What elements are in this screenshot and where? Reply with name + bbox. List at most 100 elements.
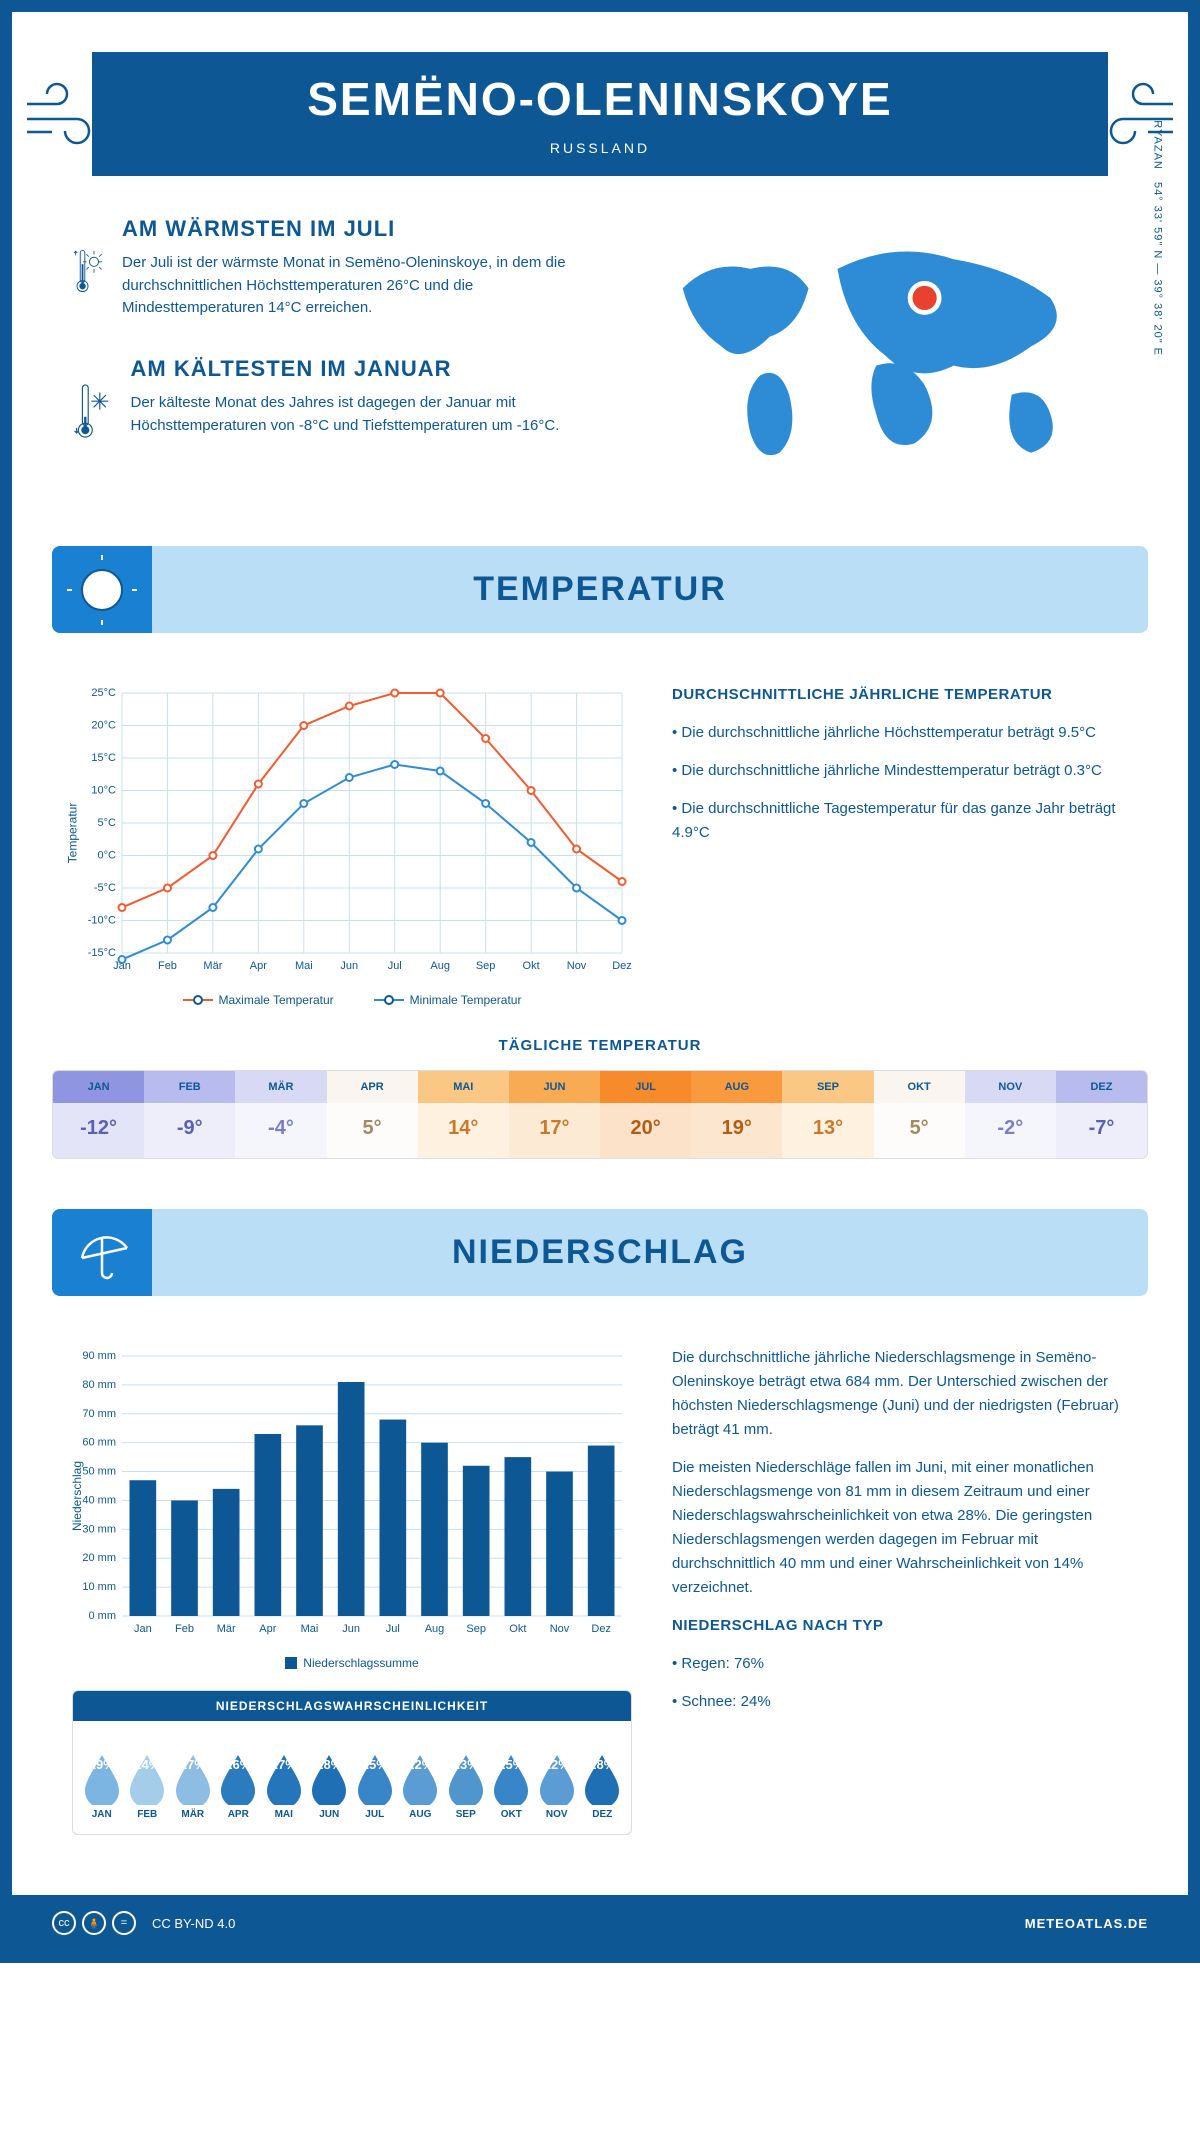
nd-icon: = xyxy=(112,1911,136,1935)
precip-legend: Niederschlagssumme xyxy=(72,1656,632,1670)
coordinates-label: RYAZAN 54° 33' 59" N — 39° 38' 20" E xyxy=(1152,120,1164,356)
thermometer-cold-icon xyxy=(72,356,113,466)
temp-cell: APR5° xyxy=(327,1071,418,1158)
temperature-heading: TEMPERATUR xyxy=(92,570,1108,609)
cc-icon: cc xyxy=(52,1911,76,1935)
svg-text:Mai: Mai xyxy=(295,960,313,972)
precip-type-item: • Regen: 76% xyxy=(672,1652,1128,1676)
precip-axis-label: Niederschlag xyxy=(70,1461,84,1531)
legend-min-label: Minimale Temperatur xyxy=(410,993,522,1007)
svg-text:Mär: Mär xyxy=(203,960,222,972)
intro-text: AM WÄRMSTEN IM JULI Der Juli ist der wär… xyxy=(72,216,604,496)
svg-text:90 mm: 90 mm xyxy=(82,1350,116,1362)
license-block: cc 🧍 = CC BY-ND 4.0 xyxy=(52,1911,235,1935)
svg-text:Nov: Nov xyxy=(567,960,587,972)
temp-cell: FEB-9° xyxy=(144,1071,235,1158)
precip-drop: 27%MAI xyxy=(261,1735,307,1820)
svg-text:Apr: Apr xyxy=(259,1623,276,1635)
precip-drop: 14%FEB xyxy=(125,1735,171,1820)
temperature-line-chart: -15°C-10°C-5°C0°C5°C10°C15°C20°C25°CJanF… xyxy=(72,683,632,983)
svg-text:Dez: Dez xyxy=(591,1623,611,1635)
svg-text:80 mm: 80 mm xyxy=(82,1379,116,1391)
sun-icon xyxy=(52,546,152,633)
warmest-text: Der Juli ist der wärmste Monat in Semëno… xyxy=(122,252,604,320)
svg-text:0°C: 0°C xyxy=(98,850,117,862)
svg-text:Dez: Dez xyxy=(612,960,632,972)
svg-text:70 mm: 70 mm xyxy=(82,1408,116,1420)
svg-text:0 mm: 0 mm xyxy=(89,1610,117,1622)
page-footer: cc 🧍 = CC BY-ND 4.0 METEOATLAS.DE xyxy=(12,1895,1188,1951)
coldest-text: Der kälteste Monat des Jahres ist dagege… xyxy=(131,392,605,437)
temp-bullet: • Die durchschnittliche Tagestemperatur … xyxy=(672,797,1128,845)
precip-content: Niederschlag 0 mm10 mm20 mm30 mm40 mm50 … xyxy=(12,1316,1188,1865)
svg-text:25°C: 25°C xyxy=(91,687,116,699)
svg-text:30 mm: 30 mm xyxy=(82,1523,116,1535)
temp-cell: AUG19° xyxy=(691,1071,782,1158)
temp-bullet: • Die durchschnittliche jährliche Höchst… xyxy=(672,721,1128,745)
temp-cell: JUL20° xyxy=(600,1071,691,1158)
intro-section: AM WÄRMSTEN IM JULI Der Juli ist der wär… xyxy=(12,176,1188,526)
coldest-title: AM KÄLTESTEN IM JANUAR xyxy=(131,356,605,382)
svg-text:Sep: Sep xyxy=(466,1623,486,1635)
precip-heading: NIEDERSCHLAG xyxy=(92,1233,1108,1272)
svg-text:Okt: Okt xyxy=(523,960,540,972)
precip-drop: 22%AUG xyxy=(398,1735,444,1820)
temp-cell: NOV-2° xyxy=(965,1071,1056,1158)
temp-cell: MÄR-4° xyxy=(235,1071,326,1158)
precip-legend-label: Niederschlagssumme xyxy=(303,1656,418,1670)
svg-text:-15°C: -15°C xyxy=(88,947,116,959)
precip-type-item: • Schnee: 24% xyxy=(672,1690,1128,1714)
precip-drop: 23%SEP xyxy=(443,1735,489,1820)
precip-sidebar: Die durchschnittliche jährliche Niedersc… xyxy=(672,1346,1128,1835)
legend-max-label: Maximale Temperatur xyxy=(219,993,334,1007)
precip-drop: 25%JUL xyxy=(352,1735,398,1820)
precip-chart-col: Niederschlag 0 mm10 mm20 mm30 mm40 mm50 … xyxy=(72,1346,632,1835)
precip-drop: 22%NOV xyxy=(534,1735,580,1820)
country-label: RUSSLAND xyxy=(132,140,1068,156)
svg-text:Jun: Jun xyxy=(342,1623,360,1635)
svg-text:Jul: Jul xyxy=(388,960,402,972)
precip-by-type-title: NIEDERSCHLAG NACH TYP xyxy=(672,1614,1128,1638)
precip-drop: 17%MÄR xyxy=(170,1735,216,1820)
temperature-chart-col: Temperatur -15°C-10°C-5°C0°C5°C10°C15°C2… xyxy=(72,683,632,1007)
svg-text:60 mm: 60 mm xyxy=(82,1437,116,1449)
temp-cell: JAN-12° xyxy=(53,1071,144,1158)
page-header: SEMËNO-OLENINSKOYE RUSSLAND xyxy=(92,52,1108,176)
precip-prob-title: NIEDERSCHLAGSWAHRSCHEINLICHKEIT xyxy=(73,1691,631,1721)
wind-icon xyxy=(22,74,122,154)
temp-bullet: • Die durchschnittliche jährliche Mindes… xyxy=(672,759,1128,783)
site-label: METEOATLAS.DE xyxy=(1025,1916,1148,1931)
precip-text-1: Die durchschnittliche jährliche Niedersc… xyxy=(672,1346,1128,1442)
world-map-icon xyxy=(644,226,1128,486)
svg-text:Jul: Jul xyxy=(386,1623,400,1635)
svg-text:50 mm: 50 mm xyxy=(82,1466,116,1478)
svg-text:15°C: 15°C xyxy=(91,752,116,764)
temp-cell: OKT5° xyxy=(874,1071,965,1158)
svg-text:Feb: Feb xyxy=(158,960,177,972)
svg-text:Aug: Aug xyxy=(425,1623,445,1635)
warmest-title: AM WÄRMSTEN IM JULI xyxy=(122,216,604,242)
thermometer-hot-icon xyxy=(72,216,104,326)
svg-text:Mai: Mai xyxy=(301,1623,319,1635)
temperature-section-header: TEMPERATUR xyxy=(52,546,1148,633)
temp-cell: MAI14° xyxy=(418,1071,509,1158)
svg-text:Jan: Jan xyxy=(134,1623,152,1635)
svg-text:Sep: Sep xyxy=(476,960,496,972)
daily-temperature: TÄGLICHE TEMPERATUR JAN-12°FEB-9°MÄR-4°A… xyxy=(12,1037,1188,1189)
temp-axis-label: Temperatur xyxy=(65,803,79,864)
precip-drop: 28%JUN xyxy=(307,1735,353,1820)
svg-text:10 mm: 10 mm xyxy=(82,1581,116,1593)
precip-text-2: Die meisten Niederschläge fallen im Juni… xyxy=(672,1456,1128,1600)
precip-probability: NIEDERSCHLAGSWAHRSCHEINLICHKEIT 19%JAN14… xyxy=(72,1690,632,1835)
temp-cell: JUN17° xyxy=(509,1071,600,1158)
svg-text:Mär: Mär xyxy=(217,1623,236,1635)
svg-text:20 mm: 20 mm xyxy=(82,1552,116,1564)
coldest-block: AM KÄLTESTEN IM JANUAR Der kälteste Mona… xyxy=(72,356,604,466)
precip-drop: 25%OKT xyxy=(489,1735,535,1820)
precip-drop: 19%JAN xyxy=(79,1735,125,1820)
precip-bar-chart: 0 mm10 mm20 mm30 mm40 mm50 mm60 mm70 mm8… xyxy=(72,1346,632,1646)
svg-text:20°C: 20°C xyxy=(91,720,116,732)
daily-temp-strip: JAN-12°FEB-9°MÄR-4°APR5°MAI14°JUN17°JUL2… xyxy=(52,1070,1148,1159)
svg-text:-10°C: -10°C xyxy=(88,915,116,927)
svg-text:Aug: Aug xyxy=(430,960,450,972)
